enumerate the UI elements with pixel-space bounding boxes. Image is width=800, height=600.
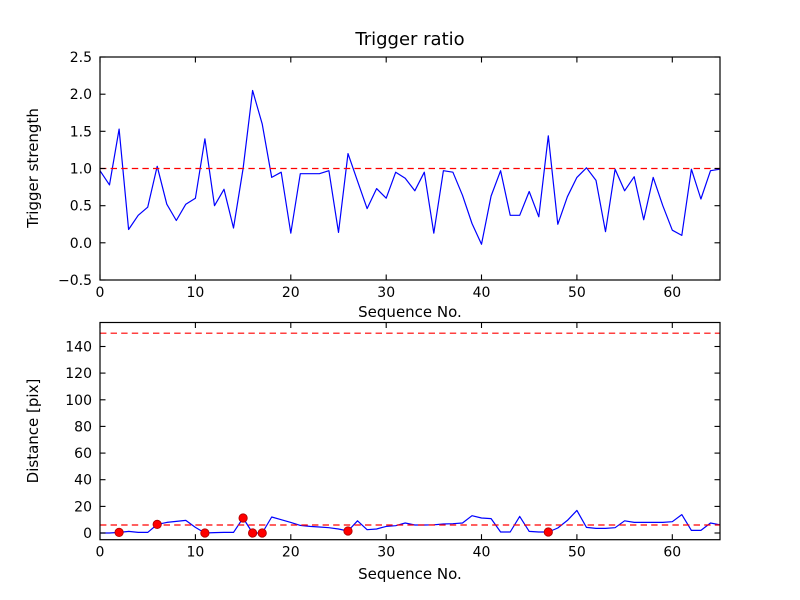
x-tick-label: 60	[663, 545, 681, 561]
x-tick-label: 0	[96, 545, 105, 561]
trigger-event-marker	[200, 528, 210, 538]
y-tick-label: 0.5	[70, 199, 92, 215]
trigger-ratio-line	[99, 89, 721, 245]
trigger-event-marker	[343, 526, 353, 536]
chart-title: Trigger ratio	[355, 29, 465, 50]
bottom-x-axis-label: Sequence No.	[358, 565, 462, 583]
y-tick-label: 100	[65, 393, 92, 409]
x-tick-label: 50	[568, 285, 586, 301]
trigger-event-marker	[248, 528, 258, 538]
y-tick-label: 140	[65, 340, 92, 356]
axes-spines	[99, 321, 721, 541]
top-x-axis-label: Sequence No.	[358, 303, 462, 321]
y-tick-label: 1.0	[70, 162, 92, 178]
trigger-event-marker	[152, 519, 162, 530]
x-tick-label: 60	[663, 285, 681, 301]
trigger-event-marker	[114, 527, 124, 538]
x-tick-label: 0	[96, 285, 105, 301]
x-tick-label: 40	[473, 545, 491, 561]
y-tick-label: 40	[74, 473, 92, 489]
y-tick-label: 1.5	[70, 124, 92, 140]
y-tick-label: 0.0	[70, 236, 92, 252]
trigger-event-marker	[238, 513, 248, 523]
x-tick-label: 20	[282, 545, 300, 561]
y-tick-label: 20	[74, 499, 92, 515]
y-tick-label: 0	[83, 526, 92, 542]
x-tick-label: 40	[473, 285, 491, 301]
y-tick-label: 2.0	[70, 87, 92, 103]
y-tick-label: 2.5	[70, 50, 92, 66]
x-tick-label: 50	[568, 545, 586, 561]
y-tick-label: 120	[65, 366, 92, 382]
axes-patch	[100, 322, 720, 540]
trigger-event-marker	[257, 528, 267, 538]
y-tick-label: −0.5	[58, 273, 92, 289]
x-tick-label: 20	[282, 285, 300, 301]
y-tick-label: 60	[74, 446, 92, 462]
x-tick-label: 10	[186, 285, 204, 301]
y-tick-label: 80	[74, 419, 92, 435]
x-tick-label: 10	[186, 545, 204, 561]
x-tick-label: 30	[377, 545, 395, 561]
trigger-event-marker	[543, 527, 553, 537]
x-tick-label: 30	[377, 285, 395, 301]
